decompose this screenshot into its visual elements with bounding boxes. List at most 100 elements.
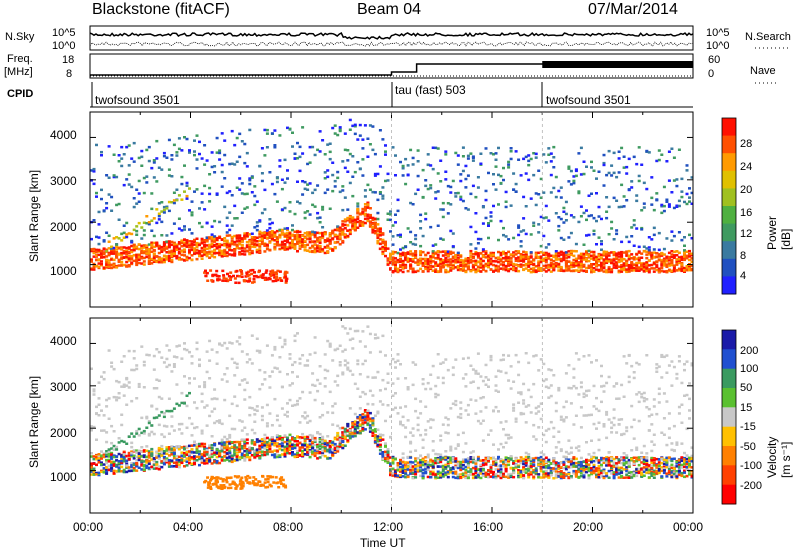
heatmap-cell xyxy=(130,465,134,468)
heatmap-cell xyxy=(132,454,136,458)
heatmap-cell xyxy=(341,433,345,437)
heatmap-cell xyxy=(461,269,465,272)
heatmap-cell xyxy=(306,232,310,236)
heatmap-cell xyxy=(331,126,335,130)
heatmap-cell xyxy=(539,196,543,199)
heatmap-cell xyxy=(147,248,151,251)
heatmap-cell xyxy=(210,462,214,465)
heatmap-cell xyxy=(130,441,134,445)
heatmap-cell xyxy=(90,179,93,182)
heatmap-cell xyxy=(529,256,533,259)
heatmap-cell xyxy=(102,251,106,254)
heatmap-cell xyxy=(436,256,440,259)
heatmap-cell xyxy=(356,205,360,208)
heatmap-cell xyxy=(273,442,277,445)
heatmap-cell xyxy=(107,247,111,250)
heatmap-cell xyxy=(494,264,498,268)
heatmap-cell xyxy=(512,262,516,266)
heatmap-cell xyxy=(620,270,624,273)
heatmap-cell xyxy=(647,270,651,274)
heatmap-cell xyxy=(213,421,217,425)
heatmap-cell xyxy=(363,189,367,192)
heatmap-cell xyxy=(655,264,659,267)
heatmap-cell xyxy=(206,279,210,282)
heatmap-cell xyxy=(683,244,686,247)
heatmap-cell xyxy=(278,455,282,459)
heatmap-cell xyxy=(441,261,445,265)
heatmap-cell xyxy=(278,247,282,251)
heatmap-cell xyxy=(670,250,674,253)
heatmap-cell xyxy=(557,265,561,269)
heatmap-cell xyxy=(215,247,219,250)
heatmap-cell xyxy=(459,179,463,183)
heatmap-cell xyxy=(303,211,307,214)
heatmap-cell xyxy=(130,469,134,473)
heatmap-cell xyxy=(177,241,181,245)
heatmap-cell xyxy=(112,471,116,474)
heatmap-cell xyxy=(278,336,282,339)
heatmap-cell xyxy=(424,259,428,262)
heatmap-cell xyxy=(175,254,179,258)
heatmap-cell xyxy=(125,466,129,469)
heatmap-cell xyxy=(652,262,656,265)
heatmap-cell xyxy=(135,367,139,371)
heatmap-cell xyxy=(195,406,199,410)
heatmap-cell xyxy=(519,253,523,256)
heatmap-cell xyxy=(278,447,282,451)
heatmap-cell xyxy=(519,174,523,177)
heatmap-cell xyxy=(210,242,214,246)
heatmap-cell xyxy=(351,124,355,128)
heatmap-cell xyxy=(384,153,387,156)
heatmap-cell xyxy=(180,198,184,201)
heatmap-cell xyxy=(632,223,636,227)
heatmap-cell xyxy=(177,227,181,230)
heatmap-cell xyxy=(263,446,267,450)
heatmap-cell xyxy=(471,259,475,263)
heatmap-cell xyxy=(642,263,646,266)
heatmap-cell xyxy=(602,270,606,273)
heatmap-cell xyxy=(592,169,596,172)
heatmap-cell xyxy=(150,454,154,458)
heatmap-cell xyxy=(600,240,603,243)
heatmap-cell xyxy=(607,205,611,209)
heatmap-cell xyxy=(652,233,656,237)
heatmap-cell xyxy=(183,342,186,345)
heatmap-cell xyxy=(248,233,252,236)
heatmap-cell xyxy=(476,176,480,179)
heatmap-cell xyxy=(243,442,247,445)
heatmap-cell xyxy=(235,160,239,163)
heatmap-cell xyxy=(466,265,470,269)
heatmap-cell xyxy=(444,150,448,153)
heatmap-cell xyxy=(185,241,189,244)
heatmap-cell xyxy=(112,153,116,156)
heatmap-cell xyxy=(434,197,438,200)
heatmap-cell xyxy=(291,453,294,456)
heatmap-cell xyxy=(172,252,176,255)
heatmap-cell xyxy=(160,248,164,251)
heatmap-cell xyxy=(542,234,546,238)
heatmap-cell xyxy=(356,138,360,141)
heatmap-cell xyxy=(172,355,176,358)
heatmap-cell xyxy=(258,449,262,452)
heatmap-cell xyxy=(240,420,244,423)
heatmap-cell xyxy=(627,240,631,244)
heatmap-cell xyxy=(542,153,546,156)
heatmap-cell xyxy=(275,434,279,437)
heatmap-cell xyxy=(311,383,315,387)
heatmap-cell xyxy=(157,414,161,417)
heatmap-cell xyxy=(675,263,679,266)
heatmap-cell xyxy=(137,247,141,251)
heatmap-cell xyxy=(162,243,166,247)
heatmap-cell xyxy=(152,368,156,371)
heatmap-cell xyxy=(255,236,259,239)
heatmap-cell xyxy=(140,244,144,248)
heatmap-cell xyxy=(198,457,201,461)
heatmap-cell xyxy=(102,266,106,269)
heatmap-cell xyxy=(620,259,624,263)
heatmap-cell xyxy=(193,461,196,465)
heatmap-cell xyxy=(343,227,347,230)
heatmap-cell xyxy=(326,175,330,179)
heatmap-cell xyxy=(660,260,664,264)
heatmap-cell xyxy=(318,216,322,219)
heatmap-cell xyxy=(401,259,405,263)
